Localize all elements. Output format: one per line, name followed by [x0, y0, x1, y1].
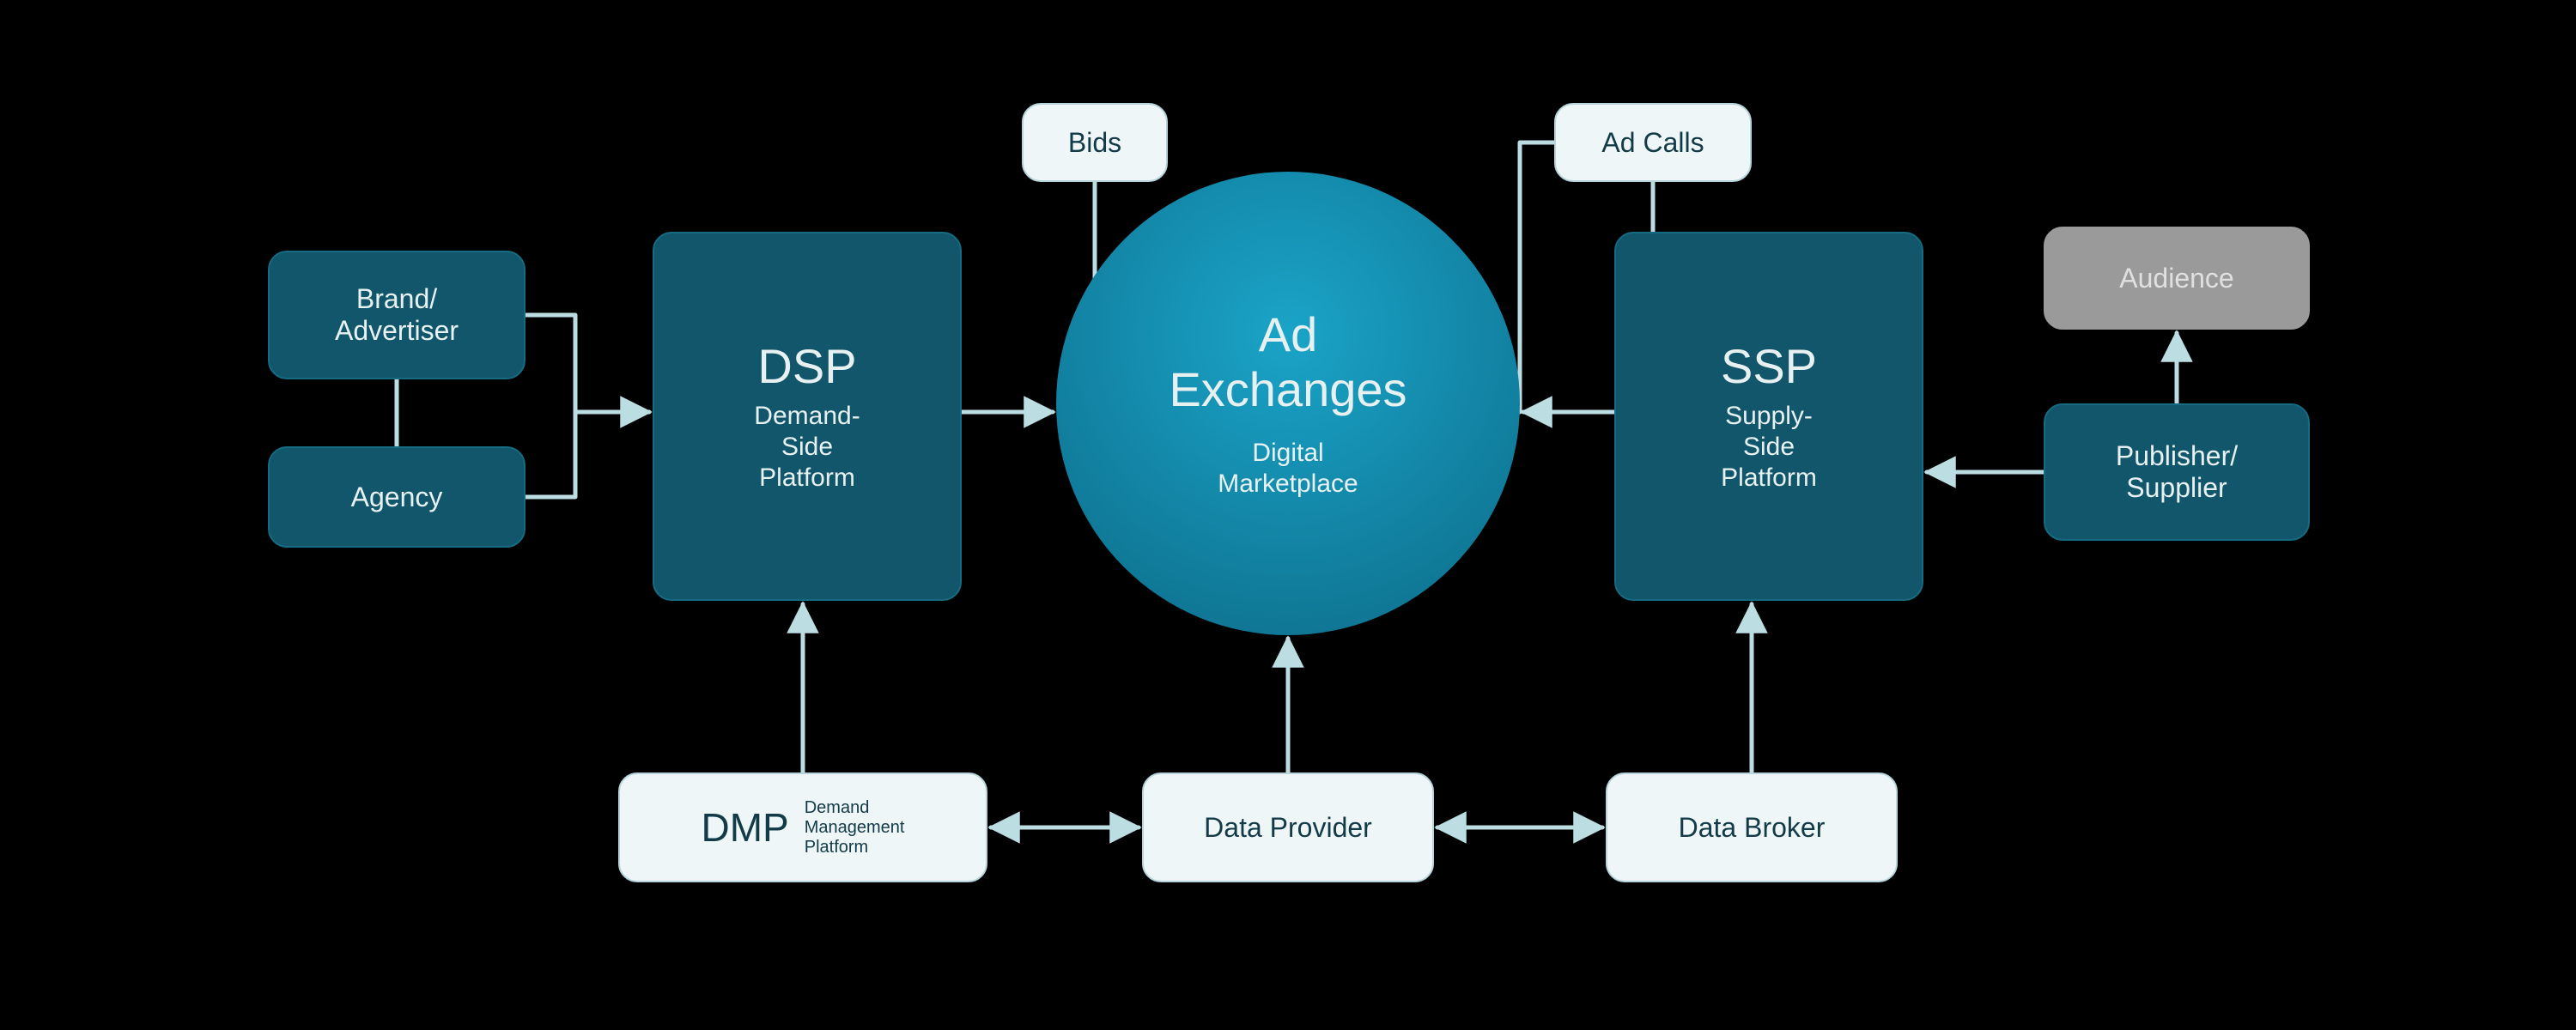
- ad-exchanges-subtitle: Digital Marketplace: [1218, 438, 1358, 500]
- adx-title-1: Ad: [1259, 307, 1318, 361]
- audience-label: Audience: [2119, 263, 2233, 294]
- data-provider-label: Data Provider: [1204, 812, 1372, 844]
- adx-title-2: Exchanges: [1169, 362, 1406, 416]
- node-data-broker: Data Broker: [1606, 772, 1898, 882]
- dmp-sub-3: Platform: [805, 838, 868, 857]
- dsp-sub-2: Side: [781, 433, 833, 461]
- edge-agency-to-junction: [526, 412, 575, 497]
- ad-exchanges-title: Ad Exchanges: [1169, 307, 1406, 418]
- dmp-subtitle: Demand Management Platform: [805, 798, 905, 857]
- node-dmp: DMP Demand Management Platform: [618, 772, 987, 882]
- node-bids: Bids: [1022, 103, 1168, 182]
- publisher-label-2: Supplier: [2126, 472, 2227, 503]
- node-data-provider: Data Provider: [1142, 772, 1434, 882]
- edge-adcalls-horizontal: [1520, 142, 1554, 412]
- dmp-title: DMP: [702, 805, 789, 851]
- dsp-sub-3: Platform: [759, 464, 855, 492]
- node-publisher-supplier: Publisher/ Supplier: [2044, 403, 2310, 541]
- adx-sub-1: Digital: [1252, 439, 1323, 467]
- edge-brand-to-junction: [526, 315, 575, 412]
- ssp-subtitle: Supply- Side Platform: [1721, 401, 1817, 494]
- node-brand-advertiser: Brand/ Advertiser: [268, 251, 526, 379]
- ssp-sub-3: Platform: [1721, 464, 1817, 492]
- dmp-sub-2: Management: [805, 818, 905, 837]
- node-dsp: DSP Demand- Side Platform: [653, 232, 962, 601]
- dsp-title: DSP: [757, 339, 856, 394]
- node-ssp: SSP Supply- Side Platform: [1614, 232, 1923, 601]
- agency-label: Agency: [351, 482, 443, 513]
- adx-sub-2: Marketplace: [1218, 470, 1358, 498]
- dsp-sub-1: Demand-: [754, 402, 860, 430]
- node-ad-exchanges: Ad Exchanges Digital Marketplace: [1056, 172, 1520, 635]
- node-ad-calls: Ad Calls: [1554, 103, 1752, 182]
- diagram-stage: Brand/ Advertiser Agency DSP Demand- Sid…: [0, 0, 2576, 1030]
- brand-label-line1: Brand/: [356, 283, 437, 314]
- ssp-sub-1: Supply-: [1725, 402, 1813, 430]
- node-agency: Agency: [268, 446, 526, 548]
- dmp-sub-1: Demand: [805, 798, 870, 817]
- publisher-label: Publisher/ Supplier: [2116, 440, 2238, 504]
- node-audience: Audience: [2044, 227, 2310, 330]
- ssp-sub-2: Side: [1743, 433, 1795, 461]
- bids-label: Bids: [1068, 127, 1121, 159]
- data-broker-label: Data Broker: [1679, 812, 1826, 844]
- dsp-subtitle: Demand- Side Platform: [754, 401, 860, 494]
- publisher-label-1: Publisher/: [2116, 440, 2238, 471]
- ad-calls-label: Ad Calls: [1601, 127, 1704, 159]
- brand-label-line2: Advertiser: [335, 315, 459, 346]
- brand-label: Brand/ Advertiser: [335, 283, 459, 347]
- ssp-title: SSP: [1721, 339, 1817, 394]
